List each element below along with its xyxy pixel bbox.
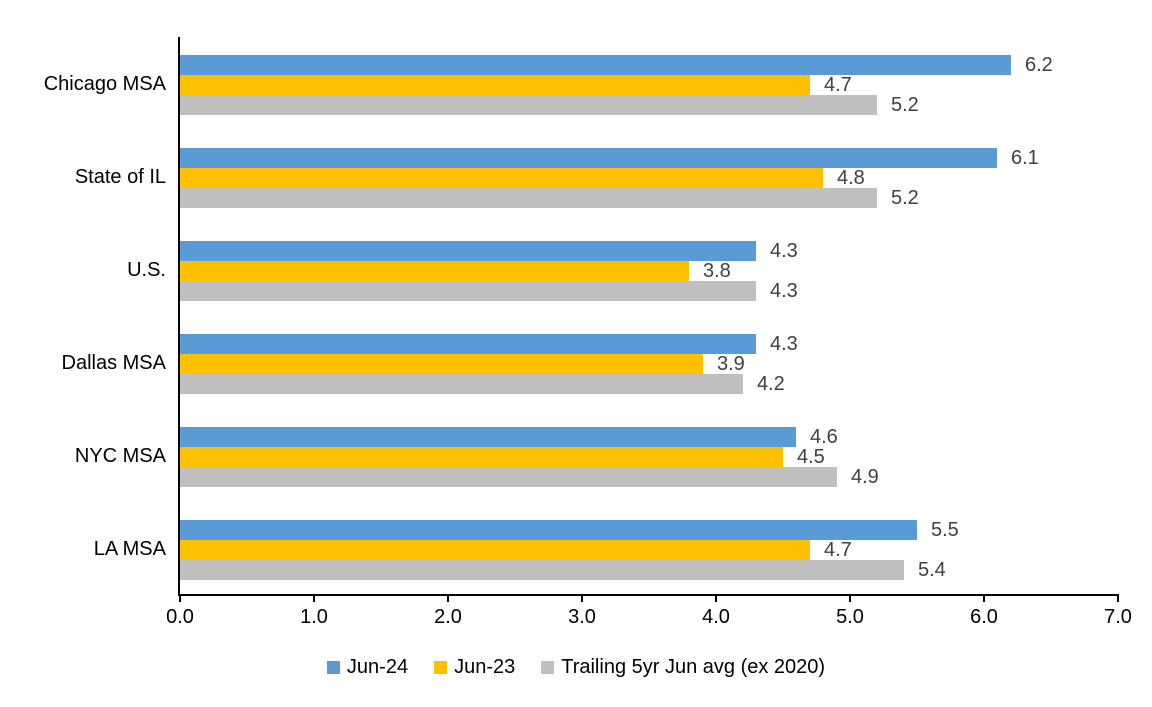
- bar-trailing-5yr-jun-avg-ex-2020-nyc-msa: [180, 467, 837, 487]
- bar-value-label: 4.7: [824, 73, 852, 96]
- x-tick-label: 0.0: [166, 606, 194, 628]
- bar-value-label: 5.5: [931, 518, 959, 541]
- x-tick-label: 5.0: [836, 606, 864, 628]
- x-axis-tick: [179, 596, 181, 602]
- bar-trailing-5yr-jun-avg-ex-2020-chicago-msa: [180, 95, 877, 115]
- x-axis-tick: [581, 596, 583, 602]
- x-axis-tick: [313, 596, 315, 602]
- legend-swatch-icon: [326, 660, 340, 674]
- category-label-u-s: U.S.: [127, 259, 166, 281]
- x-tick-label: 2.0: [434, 606, 462, 628]
- legend-label: Jun-23: [454, 655, 516, 678]
- bar-jun-24-nyc-msa: [180, 427, 796, 447]
- bar-value-label: 4.3: [770, 279, 798, 302]
- bar-value-label: 5.4: [918, 558, 946, 581]
- bar-value-label: 3.8: [703, 259, 731, 282]
- bar-jun-23-la-msa: [180, 540, 810, 560]
- x-tick-label: 7.0: [1104, 606, 1132, 628]
- bar-value-label: 3.9: [717, 352, 745, 375]
- bar-value-label: 4.9: [851, 465, 879, 488]
- x-axis-tick: [447, 596, 449, 602]
- bar-value-label: 6.2: [1025, 53, 1053, 76]
- legend-label: Trailing 5yr Jun avg (ex 2020): [561, 655, 826, 678]
- x-axis-tick: [1117, 596, 1119, 602]
- legend-item-trailing-5yr-jun-avg-ex-2020: Trailing 5yr Jun avg (ex 2020): [541, 656, 825, 679]
- bar-jun-23-chicago-msa: [180, 75, 810, 95]
- x-axis-line: [178, 594, 1119, 596]
- legend-item-jun-24: Jun-24: [326, 655, 409, 679]
- category-label-state-of-il: State of IL: [74, 166, 166, 188]
- y-axis-line: [178, 37, 180, 596]
- bar-trailing-5yr-jun-avg-ex-2020-state-of-il: [180, 188, 877, 208]
- legend-swatch-icon: [541, 660, 555, 674]
- bar-value-label: 6.1: [1011, 146, 1039, 169]
- x-tick-label: 3.0: [568, 606, 596, 628]
- bar-value-label: 5.2: [891, 186, 919, 209]
- category-label-la-msa: LA MSA: [93, 538, 166, 560]
- x-tick-label: 1.0: [300, 606, 328, 628]
- category-label-chicago-msa: Chicago MSA: [43, 73, 166, 95]
- bar-jun-24-la-msa: [180, 520, 917, 540]
- bar-value-label: 4.3: [770, 332, 798, 355]
- category-label-nyc-msa: NYC MSA: [74, 445, 166, 467]
- x-tick-label: 4.0: [702, 606, 730, 628]
- x-axis-tick: [849, 596, 851, 602]
- bar-jun-23-nyc-msa: [180, 447, 783, 467]
- bar-value-label: 4.7: [824, 538, 852, 561]
- bar-jun-23-u-s: [180, 261, 689, 281]
- legend-swatch-icon: [434, 660, 448, 674]
- legend-item-jun-23: Jun-23: [434, 656, 515, 679]
- bar-jun-24-state-of-il: [180, 148, 997, 168]
- bar-trailing-5yr-jun-avg-ex-2020-u-s: [180, 281, 756, 301]
- category-label-dallas-msa: Dallas MSA: [61, 352, 166, 374]
- bar-value-label: 5.2: [891, 93, 919, 116]
- legend-label: Jun-24: [346, 655, 409, 678]
- bar-value-label: 4.5: [797, 445, 825, 468]
- bar-jun-23-state-of-il: [180, 168, 823, 188]
- bar-value-label: 4.3: [770, 239, 798, 262]
- bar-value-label: 4.2: [757, 372, 785, 395]
- x-axis-tick: [715, 596, 717, 602]
- bar-value-label: 4.6: [810, 425, 838, 448]
- bar-jun-24-dallas-msa: [180, 334, 756, 354]
- bar-value-label: 4.8: [837, 166, 865, 189]
- bar-jun-23-dallas-msa: [180, 354, 703, 374]
- bar-jun-24-chicago-msa: [180, 55, 1011, 75]
- x-axis-tick: [983, 596, 985, 602]
- bar-trailing-5yr-jun-avg-ex-2020-la-msa: [180, 560, 904, 580]
- bar-trailing-5yr-jun-avg-ex-2020-dallas-msa: [180, 374, 743, 394]
- bar-jun-24-u-s: [180, 241, 756, 261]
- x-tick-label: 6.0: [970, 606, 998, 628]
- legend: Jun-24 Jun-23 Trailing 5yr Jun avg (ex 202…: [0, 651, 1152, 683]
